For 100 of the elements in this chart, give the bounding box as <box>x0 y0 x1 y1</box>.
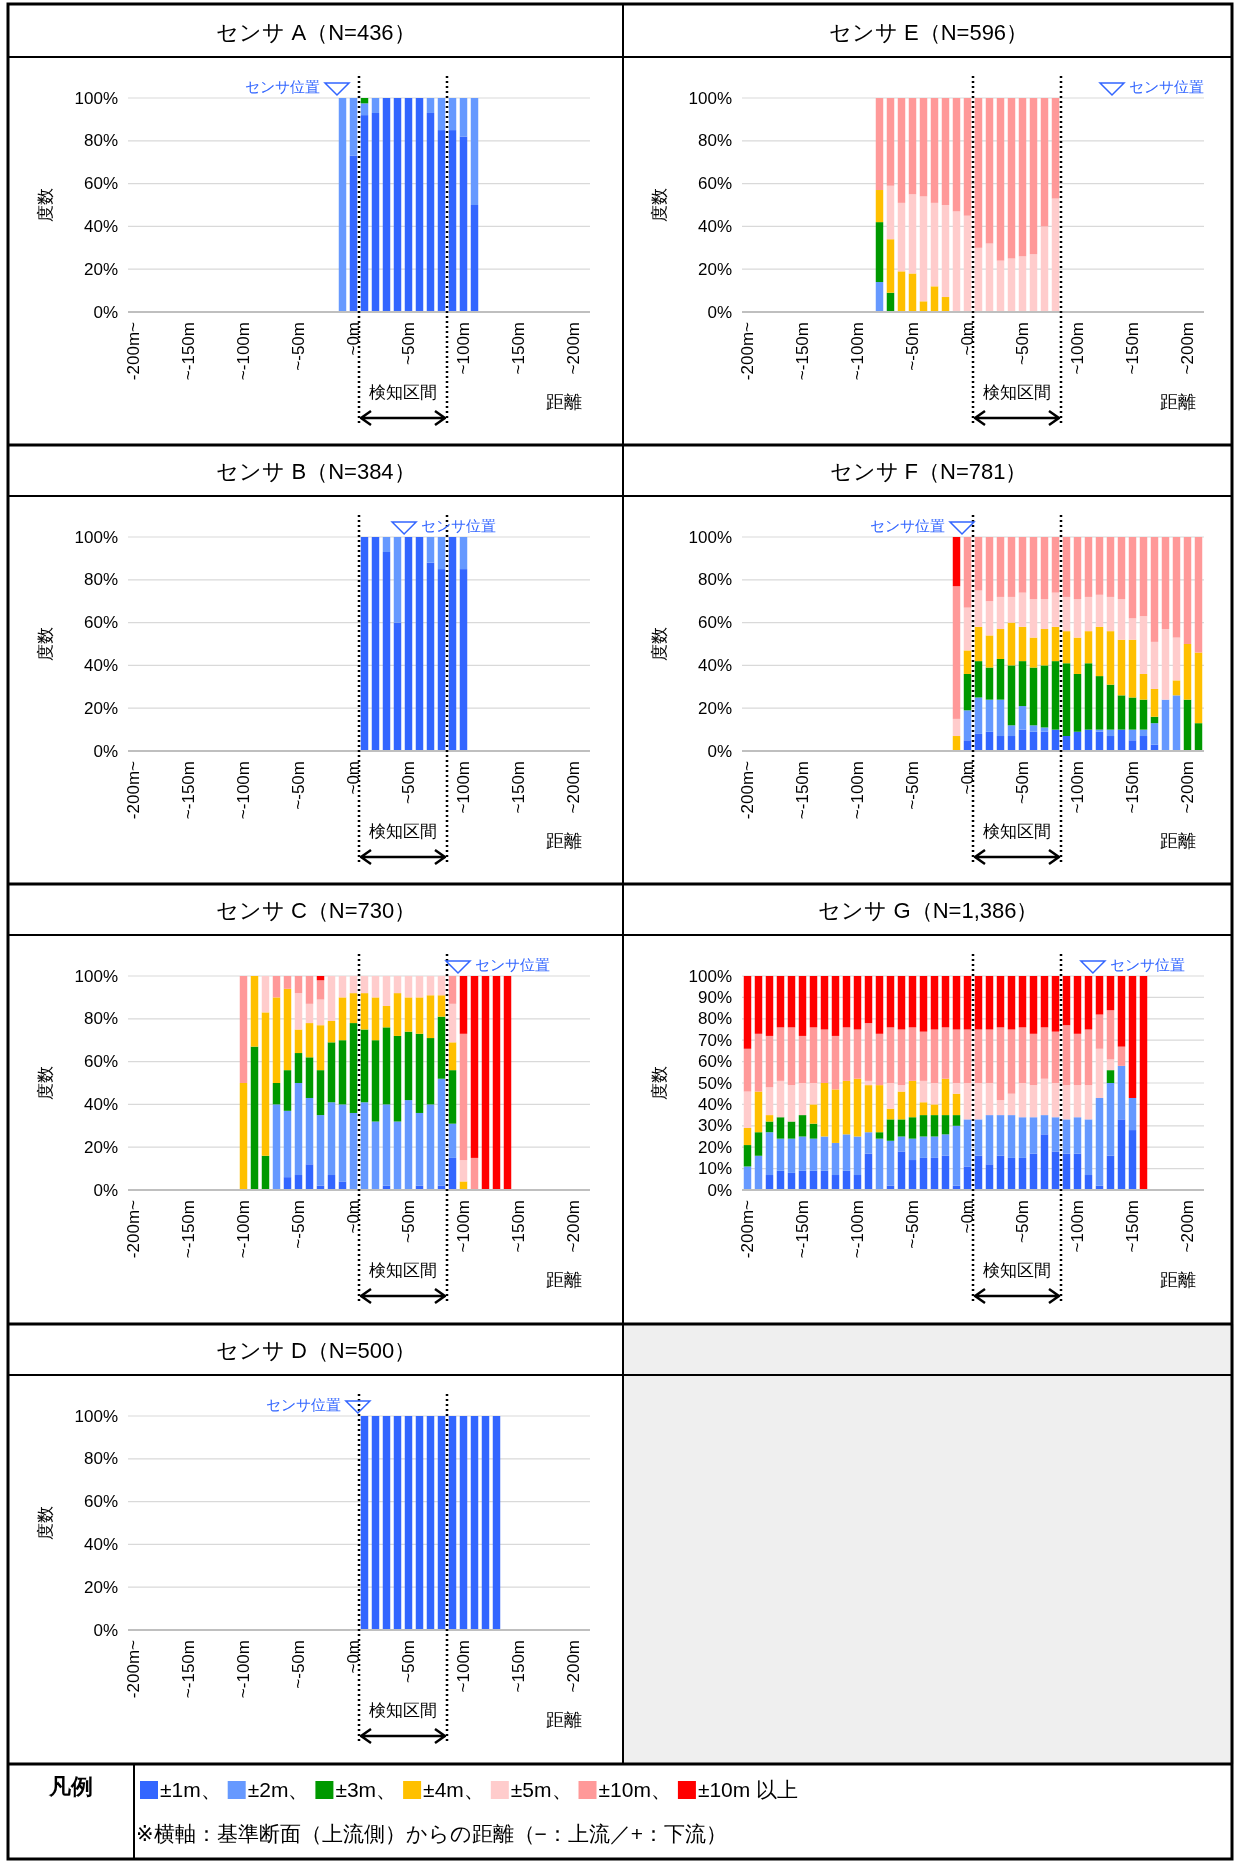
bar <box>470 205 479 312</box>
bar <box>941 1115 950 1135</box>
bar <box>1029 725 1038 732</box>
bar <box>1018 661 1027 707</box>
annotation: センサ位置 <box>475 956 550 973</box>
bar <box>283 988 292 1071</box>
x-axis-title: 距離 <box>1160 831 1196 851</box>
y-tick-label: 20% <box>83 259 118 279</box>
bar <box>831 1035 840 1090</box>
bar <box>743 1127 752 1146</box>
bar <box>371 997 380 1041</box>
bar <box>327 1042 336 1103</box>
bar <box>1051 1083 1060 1118</box>
bar <box>1161 537 1170 630</box>
bar <box>1194 723 1203 751</box>
bar <box>1084 1085 1093 1120</box>
bar <box>864 1132 873 1154</box>
bar <box>1007 258 1016 312</box>
bar <box>908 1138 917 1161</box>
bar <box>1128 537 1137 619</box>
bar <box>897 1029 906 1086</box>
bar <box>437 130 446 312</box>
bar <box>930 1136 939 1158</box>
x-tick-label: ~100m <box>1068 761 1087 814</box>
x-tick-label: ~100m <box>1068 1200 1087 1253</box>
bar <box>996 1115 1005 1156</box>
bar <box>886 1140 895 1186</box>
bar <box>941 1027 950 1079</box>
bar <box>1095 1048 1104 1098</box>
bar <box>349 976 358 994</box>
bar <box>985 1115 994 1165</box>
chart-title: センサ B（N=384） <box>216 459 416 484</box>
y-tick-label: 40% <box>697 216 732 236</box>
y-tick-label: 80% <box>697 570 732 590</box>
bar <box>382 98 391 312</box>
bar <box>338 98 347 312</box>
chart-title: センサ C（N=730） <box>215 898 417 923</box>
x-tick-label: ~50m <box>1013 761 1032 804</box>
bar <box>1062 1119 1071 1154</box>
x-tick-label: ~0m <box>958 761 977 795</box>
bar <box>908 1160 917 1190</box>
y-tick-label: 70% <box>697 1030 732 1050</box>
bar <box>941 205 950 298</box>
y-tick-label: 40% <box>697 1094 732 1114</box>
chart-title: センサ G（N=1,386） <box>818 898 1039 923</box>
bar <box>426 976 435 996</box>
bar <box>875 1033 884 1086</box>
bar <box>1128 976 1137 1098</box>
bar <box>897 1085 906 1092</box>
y-tick-label: 40% <box>83 655 118 675</box>
bar <box>1073 1153 1082 1190</box>
bar <box>1051 976 1060 1032</box>
bar <box>1106 1070 1115 1083</box>
bar <box>448 1070 457 1124</box>
x-axis-title: 距離 <box>546 1270 582 1290</box>
y-tick-label: 0% <box>707 302 732 322</box>
y-axis-title: 度数 <box>649 1066 669 1100</box>
bar <box>1040 1115 1049 1135</box>
bar <box>272 1104 281 1190</box>
bar <box>360 115 369 312</box>
bar <box>974 697 983 734</box>
bar <box>919 1080 928 1103</box>
x-tick-label: ~-50m <box>903 761 922 810</box>
annotation: センサ位置 <box>421 517 497 534</box>
bar <box>776 1117 785 1139</box>
bar <box>1029 1117 1038 1154</box>
x-tick-label: -200m~ <box>124 1639 143 1699</box>
x-tick-label: ~-50m <box>289 1640 308 1689</box>
bar <box>963 1166 972 1190</box>
bar <box>1128 618 1137 640</box>
bar <box>743 1091 752 1128</box>
bar <box>1161 629 1170 700</box>
bar <box>908 194 917 274</box>
bar <box>349 993 358 1024</box>
bar <box>897 1119 906 1137</box>
bar <box>415 997 424 1034</box>
x-tick-label: ~200m <box>564 761 583 814</box>
x-axis-title: 距離 <box>1160 1270 1196 1290</box>
bar <box>798 1115 807 1137</box>
bar <box>1051 1031 1060 1083</box>
bar <box>1051 537 1060 593</box>
bar <box>382 1005 391 1028</box>
bar <box>963 650 972 674</box>
bar <box>426 98 435 113</box>
bar <box>820 1136 829 1171</box>
x-tick-label: ~-50m <box>289 1200 308 1249</box>
bar <box>349 98 358 156</box>
bar <box>853 1029 862 1079</box>
y-tick-label: 100% <box>74 527 118 547</box>
bar <box>1062 631 1071 664</box>
bar <box>930 1083 939 1105</box>
x-tick-label: ~-100m <box>234 322 253 381</box>
bar <box>996 1155 1005 1190</box>
bar <box>1106 1010 1115 1060</box>
y-tick-label: 90% <box>697 987 732 1007</box>
bar <box>1029 98 1038 255</box>
bar <box>952 718 961 737</box>
x-tick-label: ~50m <box>399 761 418 804</box>
bar <box>371 1121 380 1190</box>
x-tick-label: ~50m <box>1013 1200 1032 1243</box>
